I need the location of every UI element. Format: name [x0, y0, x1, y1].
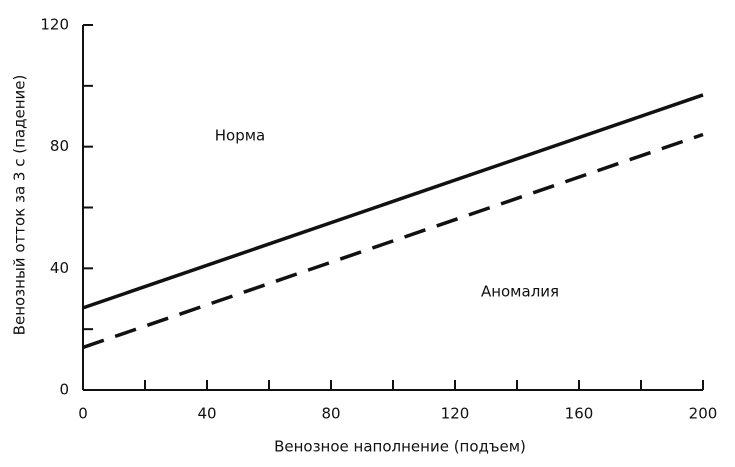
annotation: Аномалия [481, 283, 559, 301]
y-axis-label: Венозный отток за 3 с (падение) [11, 75, 29, 336]
x-tick-label: 0 [78, 405, 88, 423]
x-axis-label: Венозное наполнение (подъем) [274, 438, 526, 456]
y-tick-label: 80 [50, 137, 69, 155]
y-tick-label: 120 [40, 16, 69, 34]
x-tick-label: 200 [689, 405, 718, 423]
y-tick-label: 40 [50, 259, 69, 277]
y-tick-label: 0 [59, 381, 69, 399]
x-tick-label: 160 [565, 405, 594, 423]
annotation: Норма [215, 127, 266, 145]
x-tick-label: 120 [441, 405, 470, 423]
x-tick-label: 80 [321, 405, 340, 423]
x-tick-label: 40 [197, 405, 216, 423]
series-line [82, 132, 704, 350]
series-line [82, 93, 704, 310]
